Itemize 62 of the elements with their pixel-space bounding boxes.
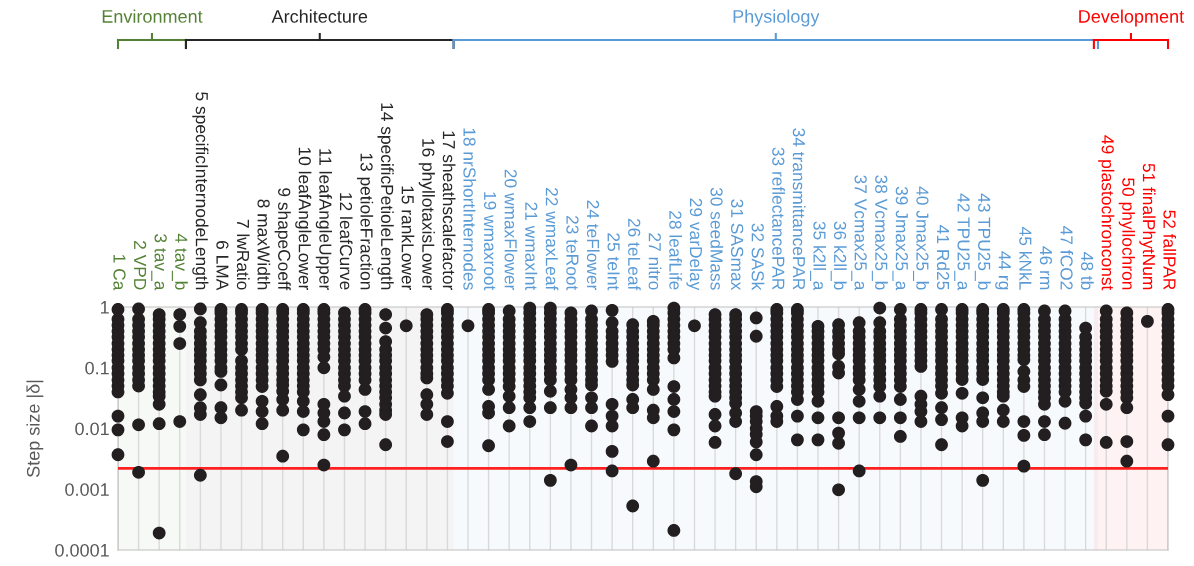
x-tick-label: 4 tav_b (171, 233, 188, 290)
band-label: Architecture (271, 9, 368, 23)
x-tick-label: 9 shapeCoeff (274, 188, 291, 291)
x-tick-label: 45 kNkL (1019, 227, 1032, 290)
band-label: Development (1079, 9, 1184, 27)
x-tick-label: 23 teRoot (566, 215, 579, 291)
x-tick-label: 49 plastochronconst (1098, 135, 1115, 291)
x-tick-label: 34 transmittancePAR (792, 128, 806, 290)
x-tick-label: 50 phyllochron (1118, 178, 1135, 290)
x-tick-label: 22 wmaxLeaf (545, 187, 559, 291)
x-tick-label: 24 teFlower (586, 200, 600, 291)
x-tick-label: 29 varDelay (686, 198, 703, 291)
x-tick-label: 18 nrShortInternodes (463, 128, 477, 290)
x-tick-label: 36 k2ll_b (830, 221, 847, 290)
x-tick-label: 11 leafAngleUpper (315, 149, 332, 291)
band-label: Physiology (733, 9, 820, 27)
x-tick-label: 25 teInt (607, 233, 620, 291)
x-tick-label: 12 leafCurve (339, 193, 353, 290)
x-tick-label: 28 leafLife (669, 211, 682, 290)
x-tick-label: 17 sheathscalefactor (442, 131, 456, 291)
x-tick-label: 31 SASmax (730, 199, 744, 291)
x-tick-label: 40 Jmax25_b (913, 186, 930, 290)
x-tick-label: 39 Jmax25_a (892, 186, 908, 291)
x-tick-label: 51 finalPhytNum (1139, 163, 1156, 290)
x-tick-label: 44 rg (995, 251, 1011, 290)
x-tick-label: 16 phyllotaxisLower (418, 139, 435, 291)
band-label: Environment (102, 9, 203, 23)
x-tick-label: 19 wmaxroot (483, 192, 497, 291)
x-tick-label: 7 lwRatio (236, 219, 250, 290)
x-tick-label: 10 leafAngleLower (295, 147, 312, 291)
x-tick-label: 8 maxWidth (257, 199, 271, 290)
y-tick-label: 0.01 (75, 422, 109, 436)
y-tick-label: 0.001 (65, 483, 109, 496)
x-tick-label: 6 LMA (216, 241, 229, 291)
x-tick-label: 20 wmaxFlower (504, 169, 518, 291)
x-tick-label: 14 specificPetioleLength (377, 103, 394, 290)
y-axis-title: Step size |δ| (26, 380, 44, 478)
x-tick-label: 48 tb (1080, 252, 1094, 290)
x-tick-label: 26 teLeaf (628, 218, 641, 291)
x-tick-label: 46 rm (1039, 246, 1053, 290)
x-tick-label: 30 seedMass (710, 187, 724, 290)
x-tick-label: 27 nitro (648, 233, 662, 290)
x-tick-label: 47 fCO2 (1060, 226, 1074, 290)
x-tick-label: 1 Ca (113, 254, 126, 291)
x-tick-label: 42 TPU25_a (954, 193, 970, 291)
x-tick-label: 37 Vcmax25_a (851, 175, 867, 291)
x-tick-label: 33 reflectancePAR (772, 147, 785, 290)
x-tick-label: 21 wmaxInt (525, 202, 538, 291)
x-tick-label: 35 k2ll_a (810, 221, 827, 291)
x-tick-label: 52 fallPAR (1163, 210, 1177, 290)
x-tick-label: 32 SASk (751, 223, 765, 291)
y-tick-label: 0.0001 (55, 543, 109, 557)
x-tick-label: 3 tav_a (151, 234, 167, 291)
y-tick-label: 1 (101, 301, 109, 314)
x-tick-label: 13 petioleFraction (356, 153, 374, 290)
x-tick-label: 43 TPU25_b (974, 193, 991, 290)
y-tick-label: 0.1 (85, 361, 109, 375)
x-tick-label: 41 Rd25 (936, 225, 950, 290)
x-tick-label: 2 VPD (134, 241, 147, 290)
x-tick-label: 15 rankLower (401, 186, 415, 291)
x-tick-label: 38 Vcmax25_b (871, 175, 888, 290)
x-tick-label: 5 specificInternodeLength (192, 92, 209, 290)
